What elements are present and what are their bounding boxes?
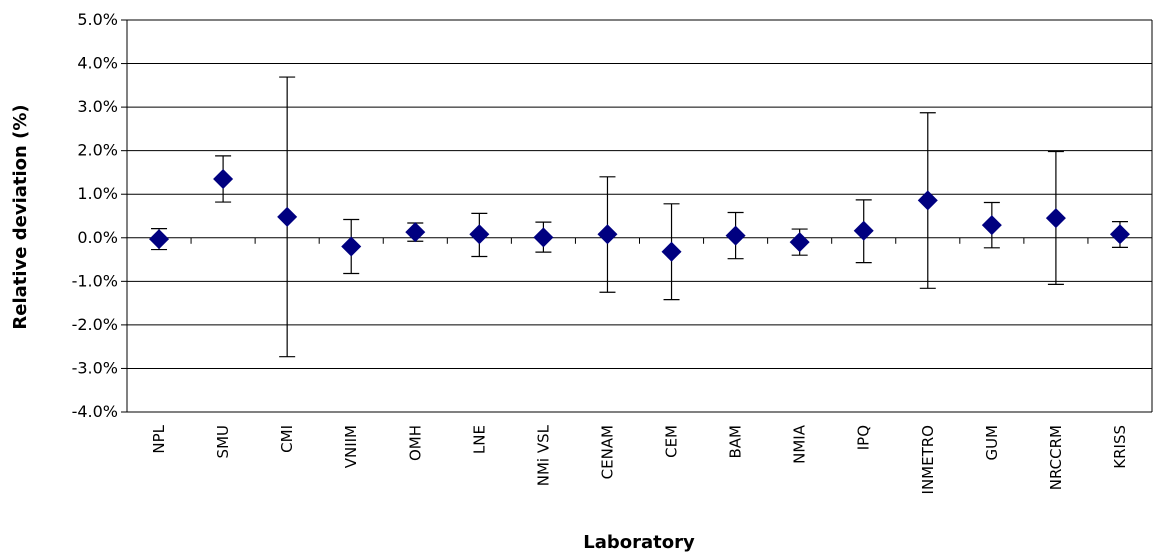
x-tick-label: KRISS <box>1111 425 1129 469</box>
data-point <box>213 168 234 189</box>
x-tick-label: CEM <box>663 425 681 458</box>
data-point <box>789 232 810 253</box>
data-point <box>917 190 938 211</box>
error-bars <box>151 76 1128 358</box>
x-tick-label: CMI <box>278 425 296 453</box>
y-tick-label: 0.0% <box>77 228 118 247</box>
x-tick-label: NMIA <box>791 424 809 464</box>
data-point <box>1109 224 1130 245</box>
x-tick-labels: NPL SMU CMI VNIIM OMH LNE NMi VSL CENAM CEM BAM NM… <box>150 424 1129 494</box>
data-point <box>277 206 298 227</box>
y-tick-label: 3.0% <box>77 97 118 116</box>
x-tick-label: SMU <box>214 425 232 458</box>
x-tick-label: NMi VSL <box>534 424 552 486</box>
y-tick-label: 2.0% <box>77 141 118 160</box>
x-tick-label: CENAM <box>598 425 616 479</box>
x-tick-label: NRCCRM <box>1047 425 1065 490</box>
data-point <box>149 229 170 250</box>
y-tick-label: -4.0% <box>72 402 118 421</box>
data-point <box>1045 208 1066 229</box>
x-tick-label: BAM <box>727 425 745 459</box>
y-tick-label: -2.0% <box>72 315 118 334</box>
data-point <box>597 224 618 245</box>
data-point <box>533 227 554 248</box>
data-point <box>853 220 874 241</box>
data-point <box>405 222 426 243</box>
data-point <box>981 215 1002 236</box>
axes <box>121 19 1153 413</box>
x-tick-label: INMETRO <box>919 425 937 494</box>
x-tick-label: GUM <box>983 425 1001 461</box>
x-tick-label: NPL <box>150 424 168 453</box>
data-point <box>341 236 362 257</box>
data-point <box>469 224 490 245</box>
y-tick-label: 5.0% <box>77 10 118 29</box>
y-axis-title: Relative deviation (%) <box>10 104 31 329</box>
x-tick-label: VNIIM <box>342 425 360 468</box>
x-axis-title: Laboratory <box>583 532 695 553</box>
y-tick-label: -3.0% <box>72 358 118 377</box>
y-tick-label: 4.0% <box>77 54 118 73</box>
y-tick-labels: -4.0% -3.0% -2.0% -1.0% 0.0% 1.0% 2.0% 3.0% 4.0%… <box>72 10 118 421</box>
x-tick-label: LNE <box>470 425 488 454</box>
y-tick-label: 1.0% <box>77 184 118 203</box>
data-points <box>149 168 1130 262</box>
y-tick-label: -1.0% <box>72 271 118 290</box>
data-point <box>661 241 682 262</box>
data-point <box>725 225 746 246</box>
x-tick-label: IPQ <box>855 425 873 450</box>
x-tick-label: OMH <box>406 425 424 461</box>
